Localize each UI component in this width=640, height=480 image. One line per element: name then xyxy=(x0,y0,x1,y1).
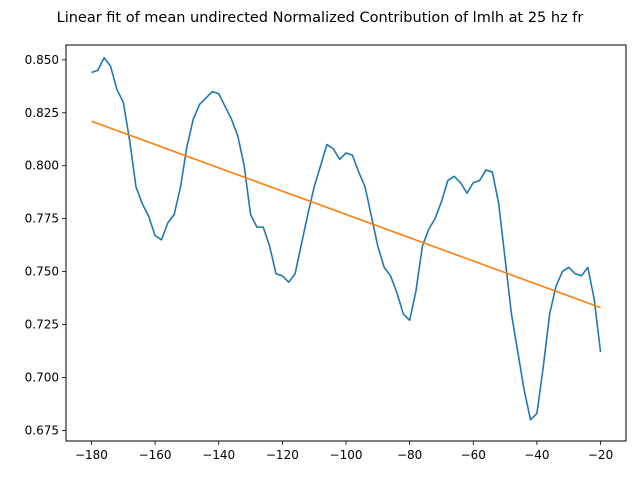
x-tick-label: −40 xyxy=(524,448,549,462)
y-tick-label: 0.725 xyxy=(25,318,59,332)
y-tick-label: 0.850 xyxy=(25,53,59,67)
x-tick-label: −20 xyxy=(588,448,613,462)
y-tick-label: 0.675 xyxy=(25,423,59,437)
y-axis-ticks: 0.675 0.700 0.725 0.750 0.775 0.800 0.825 0.850 xyxy=(25,53,66,437)
x-tick-label: −60 xyxy=(461,448,486,462)
x-tick-label: −80 xyxy=(397,448,422,462)
series-line-fit xyxy=(91,120,601,309)
y-tick-label: 0.775 xyxy=(25,212,59,226)
y-tick-label: 0.825 xyxy=(25,106,59,120)
y-tick-label: 0.750 xyxy=(25,265,59,279)
x-tick-label: −160 xyxy=(139,448,172,462)
plot-frame xyxy=(65,44,627,442)
series-layer xyxy=(91,56,602,421)
x-tick-label: −100 xyxy=(330,448,363,462)
x-tick-label: −140 xyxy=(202,448,235,462)
y-tick-label: 0.800 xyxy=(25,159,59,173)
chart-title: Linear fit of mean undirected Normalized… xyxy=(57,10,584,26)
x-tick-label: −120 xyxy=(266,448,299,462)
y-tick-label: 0.700 xyxy=(25,370,59,384)
x-axis-ticks: −180 −160 −140 −120 −100 −80 −60 −40 −20 xyxy=(75,441,613,462)
x-tick-label: −180 xyxy=(75,448,108,462)
series-line-data xyxy=(91,56,602,421)
